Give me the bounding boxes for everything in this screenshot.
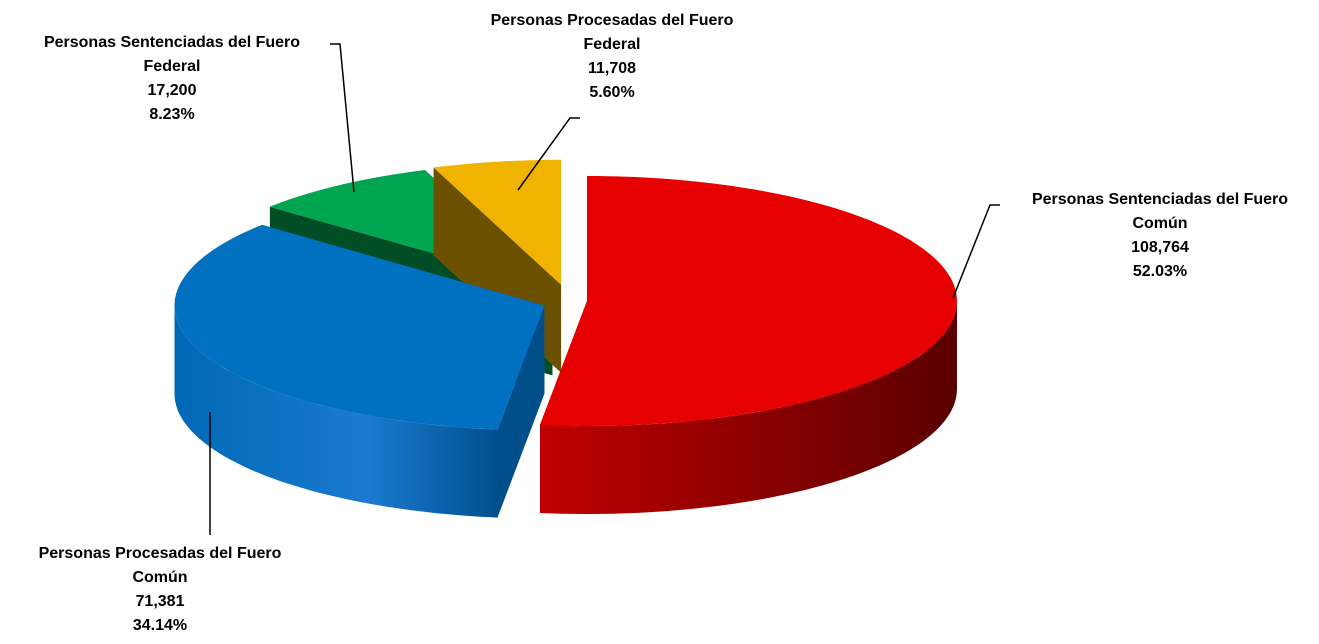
percent-label: 5.60% <box>589 84 635 101</box>
percent-label: 8.23% <box>149 106 195 123</box>
slice-side <box>540 301 957 514</box>
category-label: Personas Procesadas del Fuero Común <box>38 545 282 586</box>
leader-line <box>952 204 1000 299</box>
slice-label: Personas Procesadas del Fuero Común 71,38… <box>10 542 310 638</box>
leader-line <box>517 117 580 191</box>
slice-label: Personas Sentenciadas del Fuero Común 108… <box>1010 188 1310 284</box>
slice-side <box>174 305 498 518</box>
percent-label: 34.14% <box>132 617 188 634</box>
value-label: 11,708 <box>587 60 637 77</box>
leader-line <box>330 43 355 193</box>
slice <box>540 176 957 514</box>
slice-top <box>433 159 562 285</box>
slice-label: Personas Procesadas del Fuero Federal 11,… <box>462 9 762 105</box>
slice <box>174 224 545 518</box>
slice-label: Personas Sentenciadas del Fuero Federal 1… <box>22 31 322 127</box>
value-label: 108,764 <box>1131 239 1189 256</box>
percent-label: 52.03% <box>1132 263 1188 280</box>
slice-top <box>540 176 957 426</box>
category-label: Personas Sentenciadas del Fuero Federal <box>43 34 301 75</box>
value-label: 17,200 <box>147 82 197 99</box>
value-label: 71,381 <box>135 593 185 610</box>
category-label: Personas Procesadas del Fuero Federal <box>490 12 734 53</box>
category-label: Personas Sentenciadas del Fuero Común <box>1031 191 1289 232</box>
slice-top <box>174 224 545 430</box>
